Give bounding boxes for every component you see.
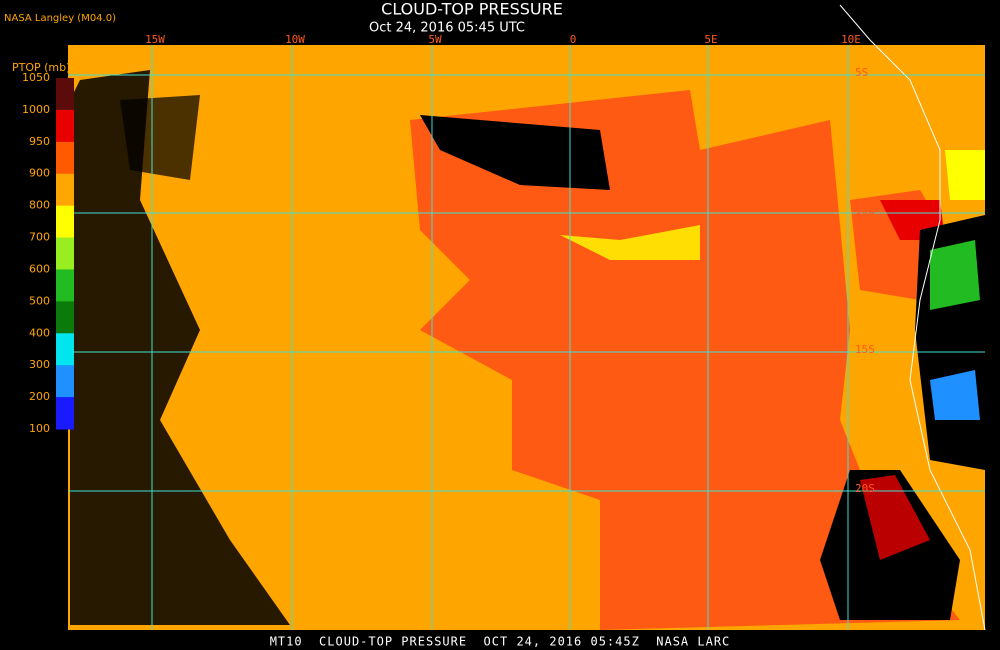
longitude-label: 5E	[704, 33, 717, 46]
clear-sky	[120, 95, 200, 180]
footer: MT10 CLOUD-TOP PRESSURE OCT 24, 2016 05:…	[270, 635, 731, 649]
cloud-field	[410, 90, 960, 630]
legend-label: 500	[29, 294, 50, 307]
latitude-label: 5S	[855, 66, 868, 79]
longitude-label: 10W	[285, 33, 305, 46]
longitude-label: 10E	[841, 33, 861, 46]
legend-label: 800	[29, 199, 50, 212]
latitude-label: 20S	[855, 482, 875, 495]
clear-sky	[70, 70, 290, 625]
legend-label: 900	[29, 167, 50, 180]
legend-label: 100	[29, 422, 50, 435]
cloud-field	[860, 475, 930, 560]
latitude-label: 15S	[855, 343, 875, 356]
legend-label: 1000	[22, 103, 50, 116]
cloud-field	[945, 150, 985, 200]
legend-label: 1050	[22, 71, 50, 84]
legend-swatch	[56, 205, 74, 239]
legend-swatch	[56, 109, 74, 143]
legend-swatch	[56, 173, 74, 207]
graticule	[68, 45, 985, 630]
cloud-field	[930, 370, 980, 420]
legend-swatch	[56, 78, 74, 111]
cloud-field	[930, 240, 980, 310]
legend-swatch	[56, 237, 74, 270]
cloud-field	[560, 225, 700, 260]
legend-title: PTOP (mb)	[12, 61, 70, 74]
longitude-label: 0	[570, 33, 577, 46]
longitude-label: 5W	[428, 33, 442, 46]
legend-label: 200	[29, 390, 50, 403]
legend-label: 400	[29, 326, 50, 339]
legend-swatch	[56, 365, 74, 398]
imagery	[68, 4, 986, 631]
legend-label: 700	[29, 231, 50, 244]
legend-swatch	[56, 333, 74, 366]
source-label: NASA Langley (M04.0)	[4, 13, 116, 24]
legend-swatch	[56, 301, 74, 334]
legend-label: 600	[29, 262, 50, 275]
timestamp: Oct 24, 2016 05:45 UTC	[369, 21, 525, 36]
coastline	[839, 4, 986, 631]
latitude-label: 10S	[855, 204, 875, 217]
legend-label: 950	[29, 135, 50, 148]
longitude-label: 15W	[145, 33, 165, 46]
legend-swatch	[56, 269, 74, 302]
title: CLOUD-TOP PRESSURE	[381, 0, 563, 19]
legend-swatch	[56, 397, 74, 430]
clear-sky	[420, 115, 610, 190]
legend-swatch	[56, 141, 74, 175]
legend-label: 300	[29, 358, 50, 371]
